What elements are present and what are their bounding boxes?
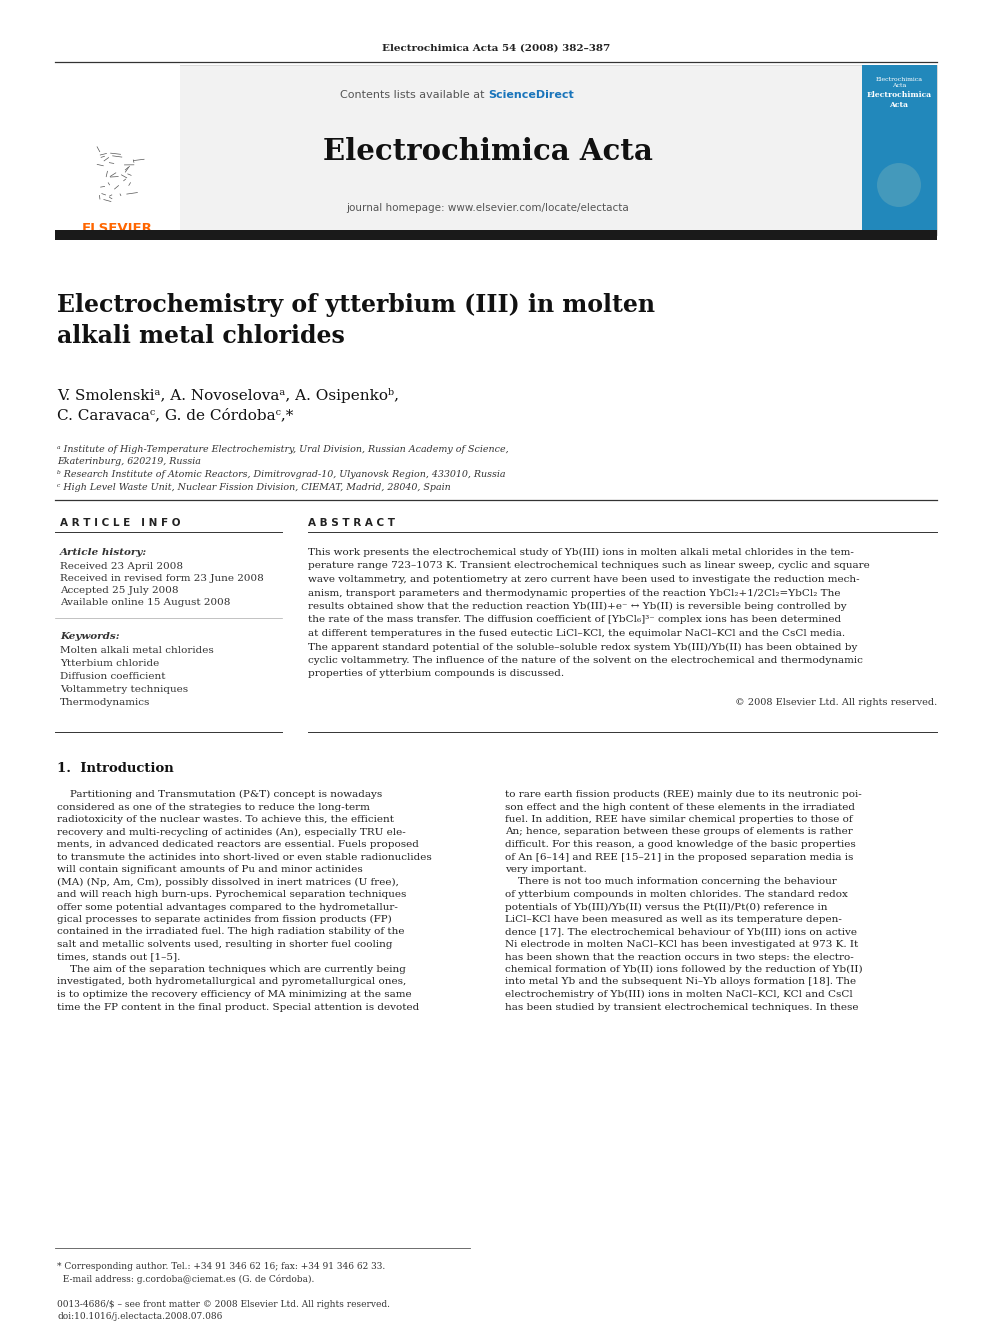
Text: recovery and multi-recycling of actinides (An), especially TRU ele-: recovery and multi-recycling of actinide… [57, 827, 406, 836]
Text: and will reach high burn-ups. Pyrochemical separation techniques: and will reach high burn-ups. Pyrochemic… [57, 890, 407, 900]
Text: investigated, both hydrometallurgical and pyrometallurgical ones,: investigated, both hydrometallurgical an… [57, 978, 407, 987]
Text: Keywords:: Keywords: [60, 632, 120, 642]
Text: gical processes to separate actinides from fission products (FP): gical processes to separate actinides fr… [57, 916, 392, 925]
Text: ᵇ Research Institute of Atomic Reactors, Dimitrovgrad-10, Ulyanovsk Region, 4330: ᵇ Research Institute of Atomic Reactors,… [57, 470, 506, 479]
Text: wave voltammetry, and potentiometry at zero current have been used to investigat: wave voltammetry, and potentiometry at z… [308, 576, 860, 583]
Text: the rate of the mass transfer. The diffusion coefficient of [YbCl₆]³⁻ complex io: the rate of the mass transfer. The diffu… [308, 615, 841, 624]
Text: © 2008 Elsevier Ltd. All rights reserved.: © 2008 Elsevier Ltd. All rights reserved… [735, 699, 937, 706]
Text: A R T I C L E   I N F O: A R T I C L E I N F O [60, 519, 181, 528]
Text: Voltammetry techniques: Voltammetry techniques [60, 685, 188, 695]
Text: very important.: very important. [505, 865, 586, 875]
Text: ELSEVIER: ELSEVIER [81, 221, 153, 234]
Circle shape [877, 163, 921, 206]
Text: potentials of Yb(III)/Yb(II) versus the Pt(II)/Pt(0) reference in: potentials of Yb(III)/Yb(II) versus the … [505, 902, 827, 912]
Text: difficult. For this reason, a good knowledge of the basic properties: difficult. For this reason, a good knowl… [505, 840, 856, 849]
Text: will contain significant amounts of Pu and minor actinides: will contain significant amounts of Pu a… [57, 865, 363, 875]
Text: V. Smolenskiᵃ, A. Novoselovaᵃ, A. Osipenkoᵇ,: V. Smolenskiᵃ, A. Novoselovaᵃ, A. Osipen… [57, 388, 399, 404]
Text: chemical formation of Yb(II) ions followed by the reduction of Yb(II): chemical formation of Yb(II) ions follow… [505, 964, 863, 974]
Text: results obtained show that the reduction reaction Yb(III)+e⁻ ↔ Yb(II) is reversi: results obtained show that the reduction… [308, 602, 846, 611]
Text: Ni electrode in molten NaCl–KCl has been investigated at 973 K. It: Ni electrode in molten NaCl–KCl has been… [505, 941, 858, 949]
Text: has been studied by transient electrochemical techniques. In these: has been studied by transient electroche… [505, 1003, 858, 1012]
Text: to rare earth fission products (REE) mainly due to its neutronic poi-: to rare earth fission products (REE) mai… [505, 790, 862, 799]
Text: time the FP content in the final product. Special attention is devoted: time the FP content in the final product… [57, 1003, 420, 1012]
Text: Received 23 April 2008: Received 23 April 2008 [60, 562, 183, 572]
Text: A B S T R A C T: A B S T R A C T [308, 519, 395, 528]
Text: journal homepage: www.elsevier.com/locate/electacta: journal homepage: www.elsevier.com/locat… [346, 202, 629, 213]
Text: dence [17]. The electrochemical behaviour of Yb(III) ions on active: dence [17]. The electrochemical behaviou… [505, 927, 857, 937]
Text: times, stands out [1–5].: times, stands out [1–5]. [57, 953, 181, 962]
Text: The apparent standard potential of the soluble–soluble redox system Yb(III)/Yb(I: The apparent standard potential of the s… [308, 643, 857, 652]
Text: offer some potential advantages compared to the hydrometallur-: offer some potential advantages compared… [57, 902, 398, 912]
Text: at different temperatures in the fused eutectic LiCl–KCl, the equimolar NaCl–KCl: at different temperatures in the fused e… [308, 628, 845, 638]
Text: contained in the irradiated fuel. The high radiation stability of the: contained in the irradiated fuel. The hi… [57, 927, 405, 937]
Text: perature range 723–1073 K. Transient electrochemical techniques such as linear s: perature range 723–1073 K. Transient ele… [308, 561, 870, 570]
Text: Ytterbium chloride: Ytterbium chloride [60, 659, 160, 668]
Text: ᵃ Institute of High-Temperature Electrochemistry, Ural Division, Russian Academy: ᵃ Institute of High-Temperature Electroc… [57, 445, 509, 467]
Text: ᶜ High Level Waste Unit, Nuclear Fission Division, CIEMAT, Madrid, 28040, Spain: ᶜ High Level Waste Unit, Nuclear Fission… [57, 483, 450, 492]
Text: Electrochimica Acta: Electrochimica Acta [323, 138, 653, 167]
Text: ScienceDirect: ScienceDirect [488, 90, 573, 101]
Text: (MA) (Np, Am, Cm), possibly dissolved in inert matrices (U free),: (MA) (Np, Am, Cm), possibly dissolved in… [57, 877, 399, 886]
Text: * Corresponding author. Tel.: +34 91 346 62 16; fax: +34 91 346 62 33.: * Corresponding author. Tel.: +34 91 346… [57, 1262, 385, 1271]
Text: An; hence, separation between these groups of elements is rather: An; hence, separation between these grou… [505, 827, 853, 836]
Text: Diffusion coefficient: Diffusion coefficient [60, 672, 166, 681]
Text: ments, in advanced dedicated reactors are essential. Fuels proposed: ments, in advanced dedicated reactors ar… [57, 840, 419, 849]
Text: There is not too much information concerning the behaviour: There is not too much information concer… [505, 877, 836, 886]
Text: considered as one of the strategies to reduce the long-term: considered as one of the strategies to r… [57, 803, 370, 811]
Text: C. Caravacaᶜ, G. de Córdobaᶜ,*: C. Caravacaᶜ, G. de Córdobaᶜ,* [57, 407, 294, 422]
Text: is to optimize the recovery efficiency of MA minimizing at the same: is to optimize the recovery efficiency o… [57, 990, 412, 999]
Text: E-mail address: g.cordoba@ciemat.es (G. de Córdoba).: E-mail address: g.cordoba@ciemat.es (G. … [57, 1275, 314, 1285]
Bar [862, 65, 937, 235]
Text: Electrochimica
Acta: Electrochimica Acta [866, 91, 931, 108]
Text: Thermodynamics: Thermodynamics [60, 699, 151, 706]
Text: This work presents the electrochemical study of Yb(III) ions in molten alkali me: This work presents the electrochemical s… [308, 548, 854, 557]
Text: into metal Yb and the subsequent Ni–Yb alloys formation [18]. The: into metal Yb and the subsequent Ni–Yb a… [505, 978, 856, 987]
Text: has been shown that the reaction occurs in two steps: the electro-: has been shown that the reaction occurs … [505, 953, 854, 962]
Text: Electrochimica
Acta: Electrochimica Acta [876, 77, 923, 87]
Text: 1.  Introduction: 1. Introduction [57, 762, 174, 775]
Text: cyclic voltammetry. The influence of the nature of the solvent on the electroche: cyclic voltammetry. The influence of the… [308, 656, 863, 665]
Text: Electrochemistry of ytterbium (III) in molten
alkali metal chlorides: Electrochemistry of ytterbium (III) in m… [57, 292, 655, 348]
Text: Partitioning and Transmutation (P&T) concept is nowadays: Partitioning and Transmutation (P&T) con… [57, 790, 382, 799]
Bar [55, 65, 180, 235]
Text: doi:10.1016/j.electacta.2008.07.086: doi:10.1016/j.electacta.2008.07.086 [57, 1312, 222, 1320]
Text: Electrochimica Acta 54 (2008) 382–387: Electrochimica Acta 54 (2008) 382–387 [382, 44, 610, 53]
Text: Received in revised form 23 June 2008: Received in revised form 23 June 2008 [60, 574, 264, 583]
Text: salt and metallic solvents used, resulting in shorter fuel cooling: salt and metallic solvents used, resulti… [57, 941, 393, 949]
Text: 0013-4686/$ – see front matter © 2008 Elsevier Ltd. All rights reserved.: 0013-4686/$ – see front matter © 2008 El… [57, 1301, 390, 1308]
Text: of ytterbium compounds in molten chlorides. The standard redox: of ytterbium compounds in molten chlorid… [505, 890, 848, 900]
Bar [55, 65, 937, 235]
Text: properties of ytterbium compounds is discussed.: properties of ytterbium compounds is dis… [308, 669, 564, 679]
Text: Article history:: Article history: [60, 548, 147, 557]
Text: Accepted 25 July 2008: Accepted 25 July 2008 [60, 586, 179, 595]
Text: radiotoxicity of the nuclear wastes. To achieve this, the efficient: radiotoxicity of the nuclear wastes. To … [57, 815, 394, 824]
Text: anism, transport parameters and thermodynamic properties of the reaction YbCl₂+1: anism, transport parameters and thermody… [308, 589, 840, 598]
Text: Molten alkali metal chlorides: Molten alkali metal chlorides [60, 646, 213, 655]
Text: to transmute the actinides into short-lived or even stable radionuclides: to transmute the actinides into short-li… [57, 852, 432, 861]
Text: son effect and the high content of these elements in the irradiated: son effect and the high content of these… [505, 803, 855, 811]
Text: Available online 15 August 2008: Available online 15 August 2008 [60, 598, 230, 607]
Text: of An [6–14] and REE [15–21] in the proposed separation media is: of An [6–14] and REE [15–21] in the prop… [505, 852, 853, 861]
Text: LiCl–KCl have been measured as well as its temperature depen-: LiCl–KCl have been measured as well as i… [505, 916, 842, 923]
Text: fuel. In addition, REE have similar chemical properties to those of: fuel. In addition, REE have similar chem… [505, 815, 853, 824]
Bar [55, 230, 937, 239]
Text: electrochemistry of Yb(III) ions in molten NaCl–KCl, KCl and CsCl: electrochemistry of Yb(III) ions in molt… [505, 990, 853, 999]
Text: Contents lists available at: Contents lists available at [340, 90, 488, 101]
Text: The aim of the separation techniques which are currently being: The aim of the separation techniques whi… [57, 964, 406, 974]
